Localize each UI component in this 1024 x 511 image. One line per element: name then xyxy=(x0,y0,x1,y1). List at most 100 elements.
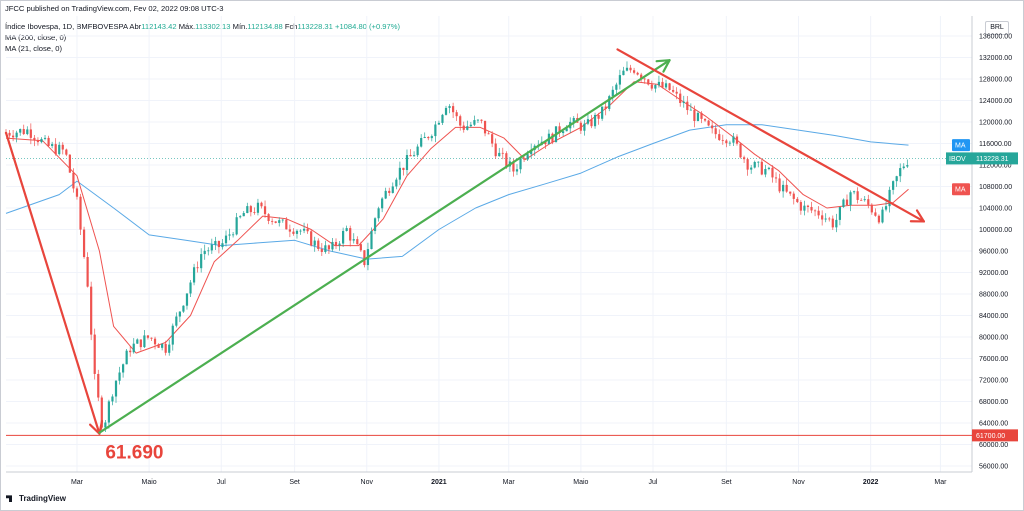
candle-body xyxy=(544,141,547,145)
candle-body xyxy=(210,244,213,251)
ma21-legend[interactable]: MA (21, close, 0) xyxy=(5,44,62,53)
candle-body xyxy=(608,96,611,109)
candle-body xyxy=(114,380,118,397)
price-tick-label: 92000.00 xyxy=(979,270,1008,277)
candle-body xyxy=(295,230,299,234)
candle-body xyxy=(306,228,309,232)
candle-body xyxy=(657,81,661,86)
candle-body xyxy=(182,305,185,312)
candle-body xyxy=(143,335,146,348)
candle-body xyxy=(363,250,366,266)
uptrend-arrow xyxy=(98,59,671,434)
candle-body xyxy=(334,241,338,246)
candle-body xyxy=(100,397,103,428)
price-axis[interactable]: 56000.00 60000.00 64000.00 68000.00 72000.00… xyxy=(979,34,1012,471)
candle-body xyxy=(583,123,586,131)
candle-body xyxy=(700,112,703,119)
candle-body xyxy=(593,114,597,127)
candle-body xyxy=(146,335,150,338)
candle-body xyxy=(718,134,721,140)
time-tick-label: Set xyxy=(289,479,300,486)
candle-body xyxy=(491,134,494,144)
candle-body xyxy=(782,184,785,192)
candle-body xyxy=(36,139,40,143)
tradingview-logo-icon xyxy=(6,495,12,503)
time-tick-label: 2021 xyxy=(431,479,447,486)
candle-body xyxy=(377,208,380,219)
candle-body xyxy=(430,136,433,139)
candle-body xyxy=(15,132,18,138)
candle-body xyxy=(168,344,171,353)
candle-body xyxy=(249,206,252,213)
ohlc-high-label: Máx. xyxy=(178,22,196,31)
candle-body xyxy=(483,120,487,134)
candle-body xyxy=(214,240,217,245)
published-text: JFCC published on TradingView.com, Fev 0… xyxy=(5,4,224,13)
candle-body xyxy=(398,167,401,180)
brand-text: TradingView xyxy=(19,494,66,503)
candle-body xyxy=(75,188,79,197)
candle-body xyxy=(125,350,128,365)
candle-body xyxy=(732,136,735,143)
candle-body xyxy=(494,143,497,157)
ibov-value-badge xyxy=(972,152,1018,165)
candle-body xyxy=(161,343,164,348)
candle-body xyxy=(590,119,593,127)
time-axis[interactable]: Mar Maio Jul Set Nov 2021 Mar Maio Jul Set Nov 2022… xyxy=(71,479,947,486)
candle-body xyxy=(771,167,774,178)
candle-body xyxy=(746,159,749,170)
candle-body xyxy=(565,128,568,132)
candle-body xyxy=(739,143,742,158)
candle-body xyxy=(501,152,504,154)
candle-body xyxy=(714,128,717,135)
candle-body xyxy=(668,83,671,90)
candle-body xyxy=(68,154,71,173)
candle-body xyxy=(54,144,57,155)
candle-body xyxy=(632,70,636,73)
candle-body xyxy=(409,155,412,157)
candle-body xyxy=(203,250,206,255)
price-tick-label: 72000.00 xyxy=(979,378,1008,385)
price-tick-label: 136000.00 xyxy=(979,34,1012,41)
candle-body xyxy=(278,220,281,223)
candle-body xyxy=(625,67,629,71)
candle-body xyxy=(661,81,664,88)
candle-body xyxy=(391,186,394,193)
price-tick-label: 120000.00 xyxy=(979,120,1012,127)
candle-body xyxy=(253,212,256,213)
ma200-legend[interactable]: MA (200, close, 0) xyxy=(5,33,66,42)
candle-body xyxy=(263,206,267,215)
candle-body xyxy=(764,168,767,175)
price-tick-label: 88000.00 xyxy=(979,292,1008,299)
candle-body xyxy=(895,176,898,182)
candle-body xyxy=(654,85,657,89)
candle-body xyxy=(650,84,653,89)
candle-body xyxy=(888,189,891,207)
candle-body xyxy=(845,199,849,206)
candle-body xyxy=(29,129,32,138)
ma200-path xyxy=(5,124,909,260)
candle-body xyxy=(239,216,242,218)
candle-body xyxy=(58,144,61,155)
ibov-value-text: 113228.31 xyxy=(976,156,1009,163)
candle-body xyxy=(852,191,856,193)
candle-body xyxy=(707,120,710,126)
candle-body xyxy=(810,206,813,211)
candle-body xyxy=(217,240,221,248)
candle-body xyxy=(185,293,189,306)
candle-body xyxy=(618,75,621,85)
ma200-badge-text: MA xyxy=(955,143,966,150)
candle-body xyxy=(466,126,469,130)
currency-button[interactable]: BRL xyxy=(985,21,1009,35)
candle-body xyxy=(427,136,430,139)
candle-body xyxy=(803,205,806,211)
candle-body xyxy=(292,231,295,234)
candle-body xyxy=(874,212,877,216)
candle-body xyxy=(877,215,881,223)
candle-body xyxy=(288,229,291,232)
candle-body xyxy=(604,106,607,109)
candle-body xyxy=(381,198,384,209)
candle-body xyxy=(860,199,863,201)
candle-body xyxy=(526,154,529,160)
